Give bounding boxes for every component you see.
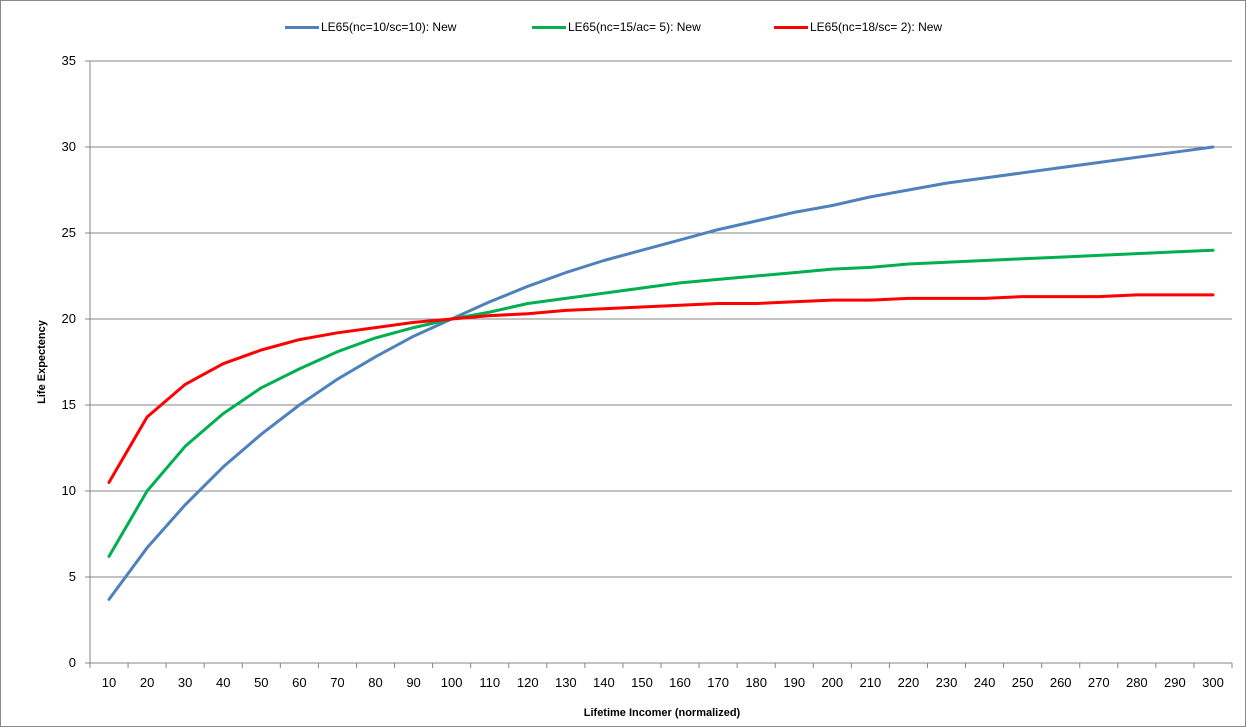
x-tick-label-170: 170 (707, 675, 729, 690)
x-tick-label-130: 130 (555, 675, 577, 690)
x-tick-label-60: 60 (292, 675, 306, 690)
x-tick-label-220: 220 (898, 675, 920, 690)
y-tick-label-10: 10 (62, 483, 76, 498)
x-tick-label-210: 210 (860, 675, 882, 690)
y-tick-label-30: 30 (62, 139, 76, 154)
x-tick-label-80: 80 (368, 675, 382, 690)
legend-item-2: LE65(nc=15/ac= 5): New (532, 20, 701, 34)
legend-swatch-3 (774, 25, 808, 29)
x-tick-label-110: 110 (479, 675, 500, 690)
y-tick-label-0: 0 (69, 655, 76, 670)
x-axis-title: Lifetime Incomer (normalized) (584, 707, 741, 719)
gridlines (90, 60, 1232, 578)
y-tick-label-35: 35 (62, 53, 76, 68)
y-axis-ticks: 0 5 10 15 20 25 30 35 (62, 53, 90, 670)
legend-item-3: LE65(nc=18/sc= 2): New (774, 20, 942, 34)
x-axis-ticks: 10 20 30 40 50 60 70 80 90 100 110 120 130 140 150 160 1… (89, 663, 1233, 690)
x-tick-label-180: 180 (745, 675, 767, 690)
x-tick-label-260: 260 (1050, 675, 1072, 690)
x-tick-label-270: 270 (1088, 675, 1110, 690)
x-tick-label-50: 50 (254, 675, 268, 690)
x-tick-label-90: 90 (406, 675, 420, 690)
x-tick-label-140: 140 (593, 675, 615, 690)
x-tick-label-70: 70 (330, 675, 344, 690)
x-tick-label-100: 100 (441, 675, 463, 690)
legend-label-1: LE65(nc=10/sc=10): New (321, 20, 457, 34)
series-lines (107, 145, 1215, 601)
x-tick-label-150: 150 (631, 675, 653, 690)
x-tick-label-20: 20 (140, 675, 154, 690)
legend-item-1: LE65(nc=10/sc=10): New (285, 20, 456, 34)
x-tick-label-40: 40 (216, 675, 230, 690)
x-tick-label-250: 250 (1012, 675, 1034, 690)
x-tick-label-240: 240 (974, 675, 996, 690)
x-tick-label-190: 190 (783, 675, 805, 690)
y-tick-label-25: 25 (62, 225, 76, 240)
y-axis-title: Life Expectency (36, 319, 48, 404)
x-tick-label-120: 120 (517, 675, 539, 690)
legend-swatch-2 (532, 25, 566, 29)
y-tick-label-5: 5 (69, 569, 76, 584)
series-line-3 (107, 293, 1215, 484)
x-tick-label-230: 230 (936, 675, 958, 690)
y-tick-label-20: 20 (62, 311, 76, 326)
series-line-1 (107, 145, 1215, 601)
x-tick-label-160: 160 (669, 675, 691, 690)
x-tick-label-300: 300 (1202, 675, 1224, 690)
series-line-2 (107, 248, 1215, 558)
x-tick-label-30: 30 (178, 675, 192, 690)
y-tick-label-15: 15 (62, 397, 76, 412)
legend-swatch-1 (285, 25, 319, 29)
legend-label-2: LE65(nc=15/ac= 5): New (568, 20, 701, 34)
x-tick-label-10: 10 (102, 675, 116, 690)
x-tick-label-200: 200 (821, 675, 843, 690)
x-tick-label-290: 290 (1164, 675, 1186, 690)
legend-label-3: LE65(nc=18/sc= 2): New (810, 20, 943, 34)
x-tick-label-280: 280 (1126, 675, 1148, 690)
legend: LE65(nc=10/sc=10): New LE65(nc=15/ac= 5):… (0, 20, 1246, 42)
